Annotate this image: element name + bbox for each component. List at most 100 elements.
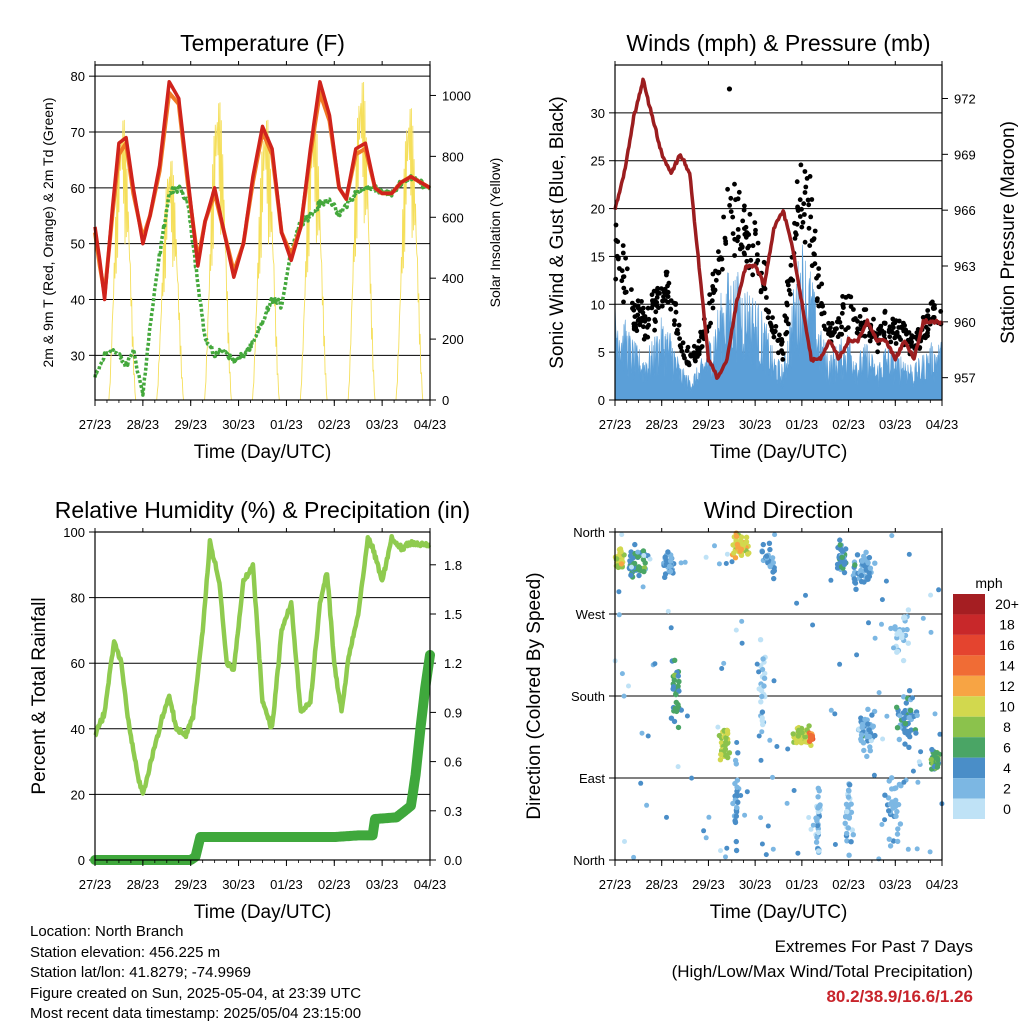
y2-tick-label: 966 [954, 203, 976, 218]
gust-point [677, 336, 682, 341]
direction-point [870, 723, 876, 729]
direction-point [893, 785, 899, 791]
colorbar-label: 20+ [995, 596, 1019, 612]
gust-point [854, 330, 860, 336]
colorbar-swatch [953, 757, 985, 779]
gust-point [723, 238, 728, 244]
gust-point [713, 277, 719, 283]
gust-point [857, 314, 863, 319]
gust-point [802, 239, 808, 245]
direction-point [902, 720, 909, 727]
direction-points [612, 530, 945, 862]
y2-tick-label: 0.6 [444, 755, 462, 770]
gust-point [621, 299, 626, 305]
colorbar-swatch [953, 634, 985, 656]
gust-point [629, 287, 634, 292]
direction-point [629, 564, 634, 570]
direction-point [730, 800, 736, 807]
y-tick-label: North [573, 853, 605, 868]
gust-point [899, 325, 905, 331]
recent-text: Most recent data timestamp: 2025/05/04 2… [30, 1005, 362, 1022]
gust-point [741, 207, 747, 213]
direction-point [627, 558, 633, 564]
x-tick-label: 29/23 [174, 417, 207, 432]
direction-point [814, 834, 820, 841]
gust-point [783, 318, 789, 324]
gust-point [735, 227, 741, 232]
direction-point [760, 667, 766, 672]
direction-point [641, 553, 647, 558]
direction-point [914, 712, 920, 718]
gust-point [923, 332, 928, 338]
direction-point [712, 543, 717, 549]
y-tick-label: 30 [591, 106, 605, 121]
y-axis-label: Sonic Wind & Gust (Blue, Black) [547, 96, 568, 368]
direction-point [738, 793, 744, 798]
gust-point [635, 312, 641, 318]
gust-point [803, 184, 809, 190]
direction-point [636, 564, 642, 570]
direction-point [854, 552, 861, 558]
direction-point [729, 559, 735, 565]
direction-point [614, 563, 621, 569]
gust-point [888, 339, 894, 345]
x-tick-label: 30/23 [222, 877, 255, 892]
direction-point [894, 831, 901, 837]
direction-point [621, 693, 627, 699]
direction-point [802, 739, 809, 745]
direction-point [764, 553, 770, 559]
series-2m-td [93, 174, 432, 397]
direction-point [715, 724, 721, 730]
gust-point [617, 266, 622, 271]
gust-point [769, 324, 775, 330]
x-tick-label: 28/23 [127, 877, 160, 892]
gust-point [782, 313, 788, 319]
direction-point [895, 826, 901, 832]
y-tick-label: 10 [591, 297, 605, 312]
humidity-chart: 0 20 40 60 80 100 0.0 0.3 0.6 0.9 1.2 1.5 1.8 Relativ… [29, 497, 470, 923]
gust-point [732, 181, 737, 187]
direction-point [844, 830, 850, 837]
solar-series [108, 81, 424, 401]
gust-point [815, 296, 820, 302]
direction-point [733, 627, 739, 633]
gust-point [792, 220, 797, 226]
gust-point [887, 334, 893, 340]
y2-tick-label: 800 [442, 149, 464, 164]
direction-point [665, 608, 671, 614]
x-tick-label: 27/23 [79, 417, 112, 432]
direction-point [758, 757, 764, 763]
direction-point [676, 678, 682, 685]
direction-point [671, 718, 678, 725]
y-tick-label: 50 [71, 237, 85, 252]
gust-point [877, 326, 883, 332]
direction-point [900, 657, 907, 664]
y-tick-label: 0 [598, 393, 605, 408]
direction-point [638, 780, 644, 786]
direction-point [837, 537, 843, 543]
wind-series [614, 244, 943, 401]
direction-point [810, 622, 816, 628]
gust-point [727, 203, 732, 208]
direction-point [719, 666, 725, 671]
gust-point [893, 341, 899, 346]
direction-point [927, 849, 933, 855]
chart-title: Wind Direction [704, 497, 854, 523]
gust-point [644, 324, 650, 330]
gust-point [798, 162, 804, 168]
direction-point [848, 839, 854, 845]
direction-point [872, 635, 878, 641]
direction-point [761, 683, 767, 689]
direction-point [662, 554, 668, 560]
y2-tick-label: 963 [954, 259, 976, 274]
direction-point [754, 661, 760, 667]
gust-point [635, 305, 641, 311]
direction-point [644, 802, 650, 808]
gust-point [753, 227, 758, 233]
gust-point [656, 305, 661, 311]
gust-point [696, 338, 702, 344]
direction-point [742, 812, 748, 818]
gust-point [839, 324, 844, 330]
gust-point [672, 322, 677, 327]
